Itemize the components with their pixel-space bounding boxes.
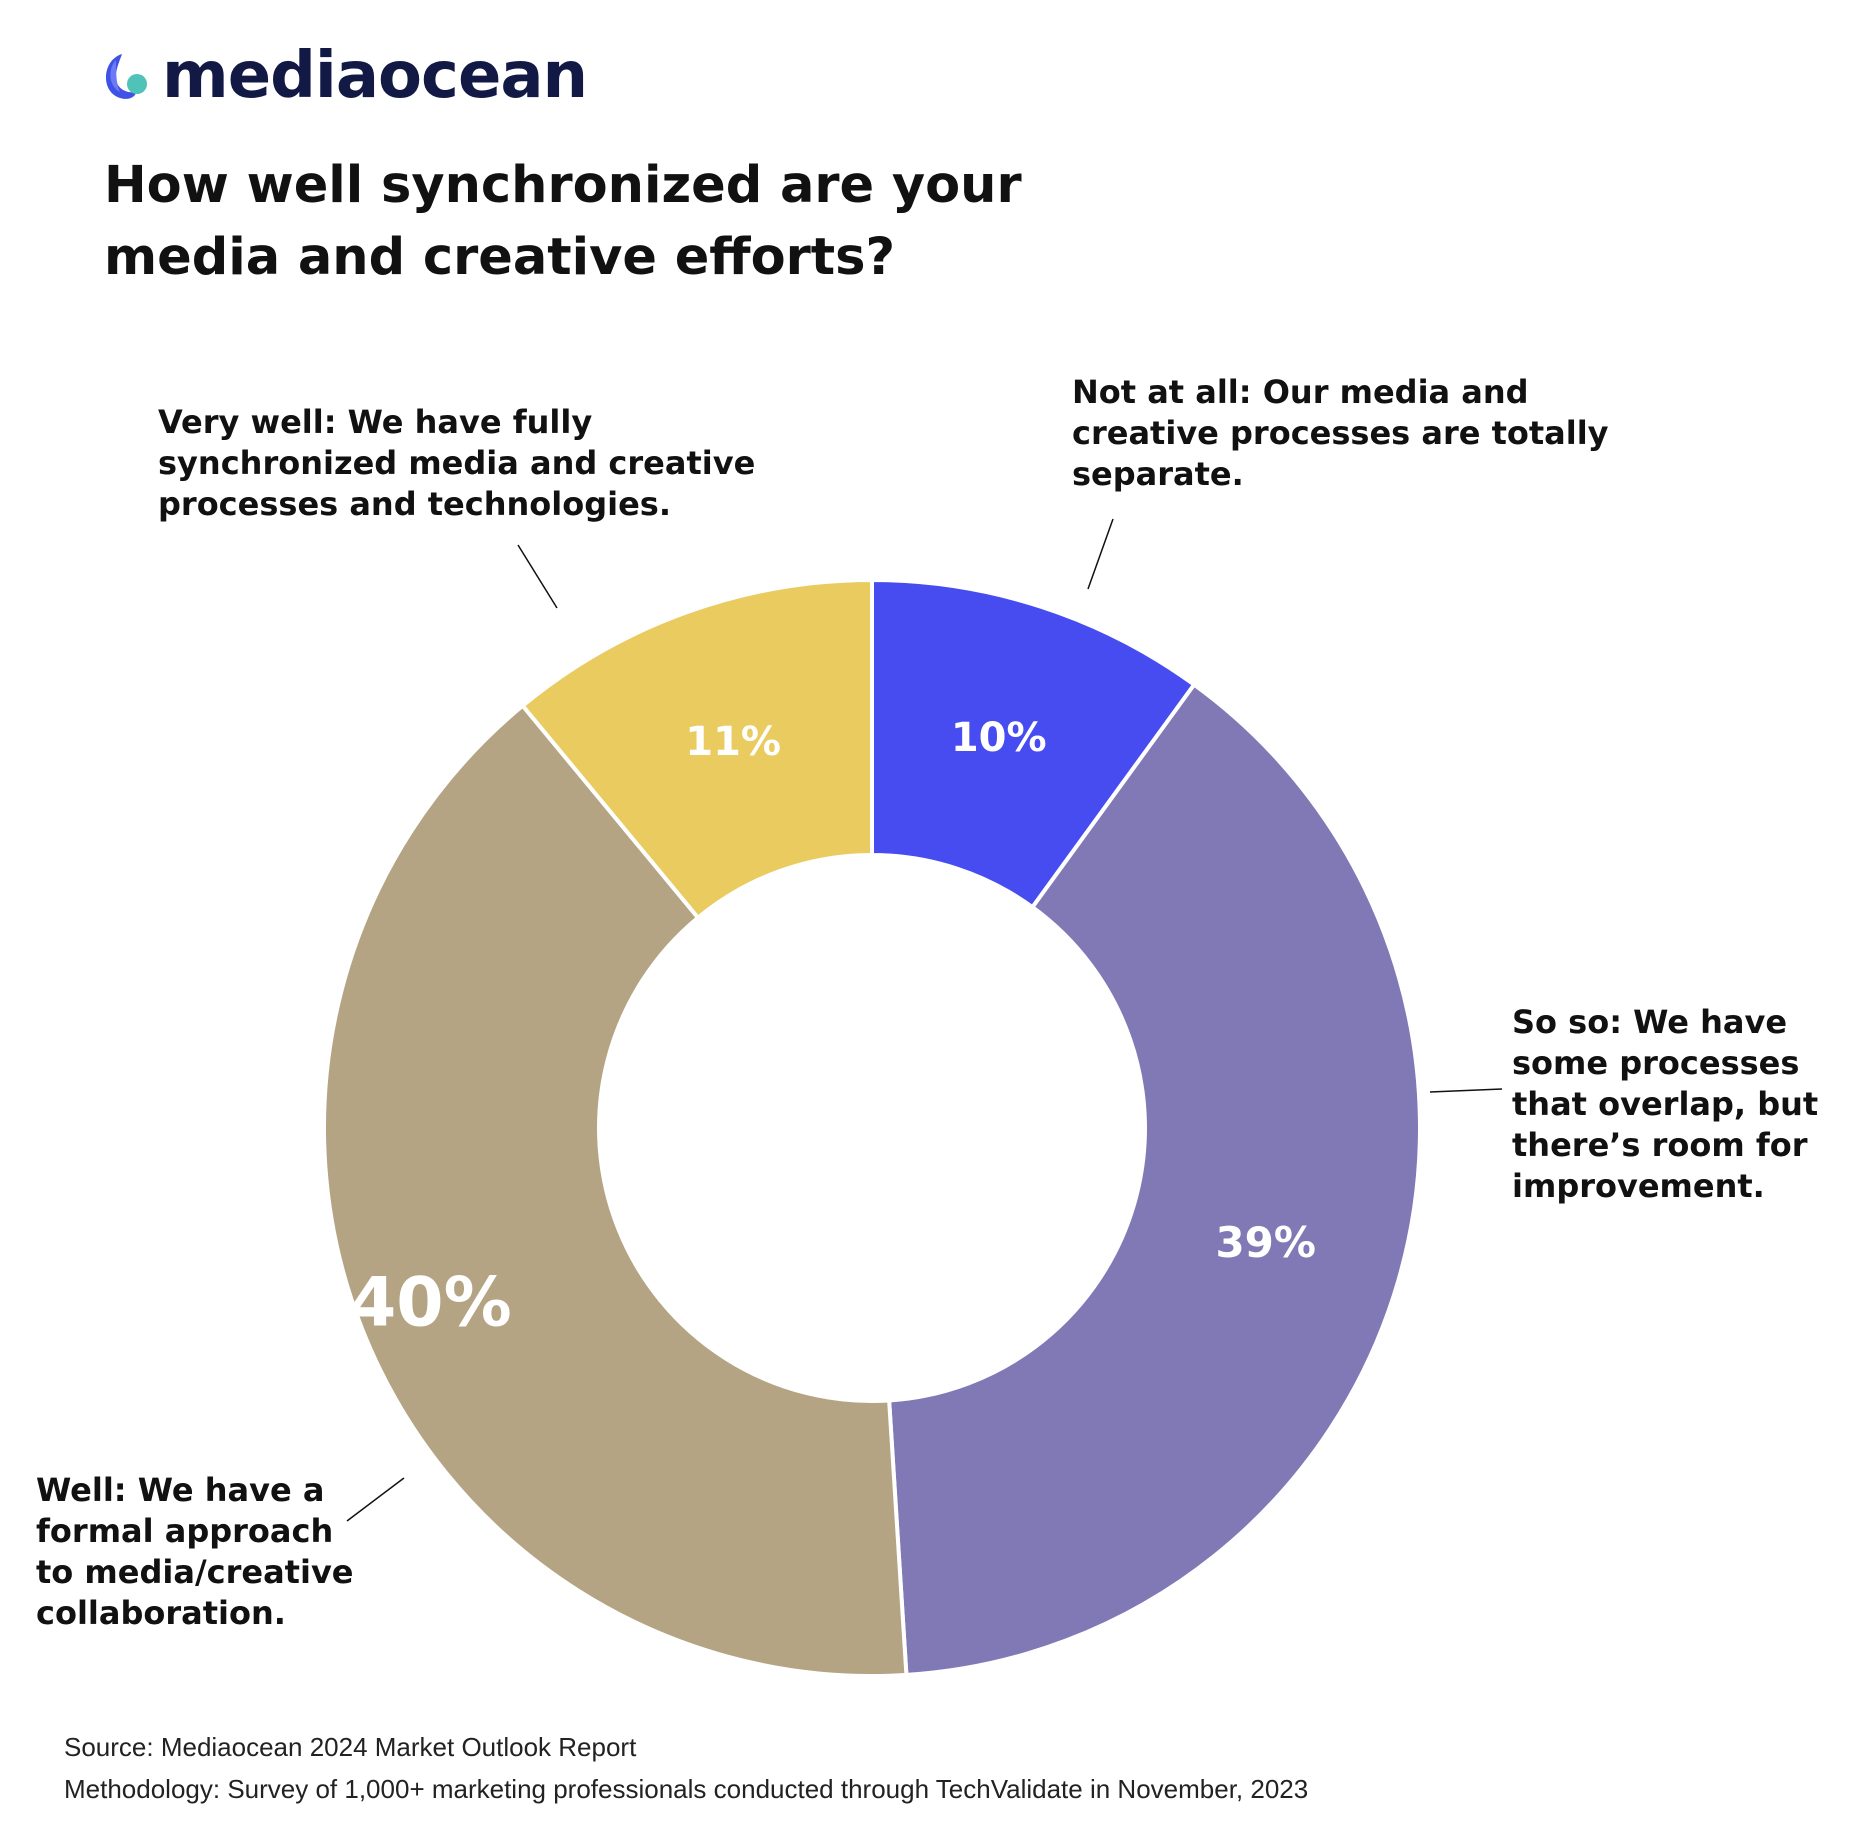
- leader-line-well: [346, 1477, 405, 1522]
- callout-not-at-all: Not at all: Our media and creative proce…: [1072, 373, 1609, 493]
- methodology-note: Methodology: Survey of 1,000+ marketing …: [64, 1774, 1309, 1804]
- pct-label-well: 40%: [349, 1263, 512, 1342]
- pct-label-so-so: 39%: [1215, 1218, 1316, 1267]
- callout-very-well: Very well: We have fully synchronized me…: [158, 403, 756, 523]
- leader-line-so-so: [1429, 1088, 1503, 1093]
- leader-line-not-at-all: [1087, 518, 1114, 590]
- title-line-2: media and creative efforts?: [104, 228, 896, 287]
- title-line-1: How well synchronized are your: [104, 156, 1022, 215]
- brand-logo: mediaocean: [96, 39, 588, 113]
- slice-well: [322, 702, 909, 1678]
- callout-well: Well: We have a formal approach to media…: [36, 1471, 354, 1632]
- slice-so-so: [887, 681, 1422, 1678]
- pct-label-very-well: 11%: [685, 719, 781, 765]
- slice-very-well: [519, 577, 874, 921]
- callout-so-so: So so: We have some processes that overl…: [1512, 1003, 1819, 1205]
- leader-line-very-well: [517, 544, 558, 609]
- page-title: How well synchronized are your media and…: [104, 150, 1304, 294]
- pct-label-not-at-all: 10%: [951, 715, 1047, 761]
- source-note: Source: Mediaocean 2024 Market Outlook R…: [64, 1732, 637, 1762]
- mediaocean-logo-icon: [105, 54, 147, 99]
- brand-name: mediaocean: [162, 39, 588, 113]
- slice-not-at-all: [870, 577, 1197, 910]
